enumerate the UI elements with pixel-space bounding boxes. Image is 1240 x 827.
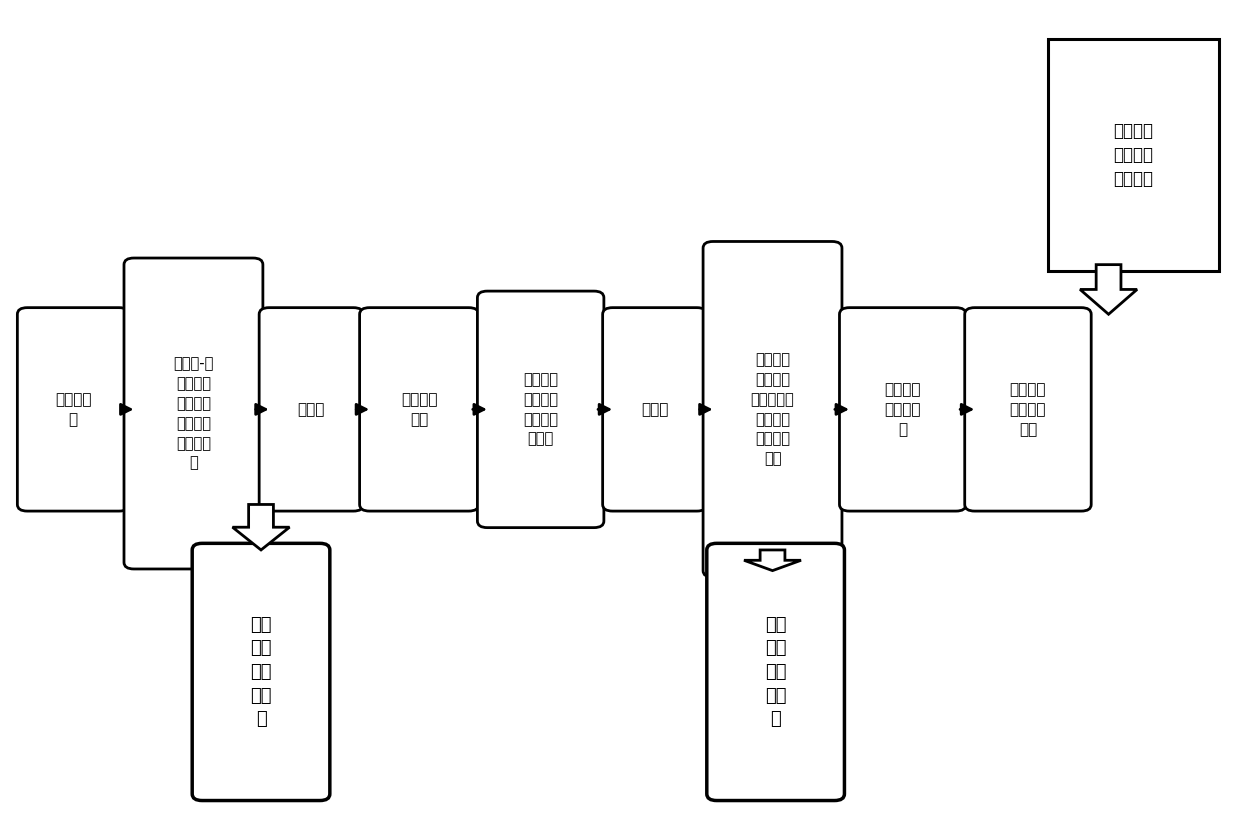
FancyBboxPatch shape — [259, 308, 363, 511]
FancyBboxPatch shape — [17, 308, 129, 511]
Text: 高效液相
色谱仪分
析: 高效液相 色谱仪分 析 — [884, 382, 921, 437]
Polygon shape — [233, 504, 289, 550]
FancyBboxPatch shape — [1048, 39, 1219, 271]
FancyBboxPatch shape — [124, 258, 263, 569]
Text: 盐酸溶液
水解: 盐酸溶液 水解 — [401, 392, 438, 427]
Polygon shape — [744, 550, 801, 571]
FancyBboxPatch shape — [603, 308, 707, 511]
Text: 设置浓度
梯度，做
标准曲线: 设置浓度 梯度，做 标准曲线 — [1114, 122, 1153, 188]
Polygon shape — [1080, 265, 1137, 314]
Text: 紫外
分光
光度
计扫
描: 紫外 分光 光度 计扫 描 — [250, 616, 272, 728]
Text: 根据标准
曲线分析
含量: 根据标准 曲线分析 含量 — [1009, 382, 1047, 437]
FancyBboxPatch shape — [839, 308, 966, 511]
FancyBboxPatch shape — [477, 291, 604, 528]
Text: 紫外
分光
光度
计扫
描: 紫外 分光 光度 计扫 描 — [765, 616, 786, 728]
Text: 过甲酸-过
氧化氢溶
液氧化、
重亚硫酸
钠溶液终
止: 过甲酸-过 氧化氢溶 液氧化、 重亚硫酸 钠溶液终 止 — [174, 356, 213, 471]
FancyBboxPatch shape — [192, 543, 330, 801]
Text: 有机滤膜
过滤，加
入衍生剂，
水浴，衍
生缓冲剂
定容: 有机滤膜 过滤，加 入衍生剂， 水浴，衍 生缓冲剂 定容 — [750, 352, 795, 466]
Text: 干燥、溶
出氨基酸
样品，离
心过滤: 干燥、溶 出氨基酸 样品，离 心过滤 — [523, 372, 558, 447]
Text: 氧化液: 氧化液 — [298, 402, 325, 417]
FancyBboxPatch shape — [707, 543, 844, 801]
Text: 样品液: 样品液 — [641, 402, 668, 417]
FancyBboxPatch shape — [360, 308, 479, 511]
Text: 原料预处
理: 原料预处 理 — [55, 392, 92, 427]
FancyBboxPatch shape — [703, 241, 842, 577]
FancyBboxPatch shape — [965, 308, 1091, 511]
